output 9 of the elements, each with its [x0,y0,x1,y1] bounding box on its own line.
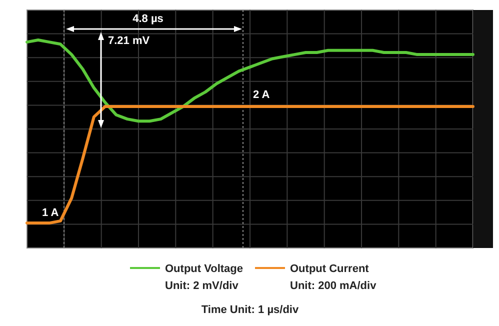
legend-label: Output Voltage [165,263,244,275]
text: 4.8 µs [132,13,164,25]
annotation: 7.21 mV [108,35,150,47]
text: Time Unit: 1 µs/div [201,304,300,316]
text: Unit: 2 mV/div [165,280,240,292]
annotation: 2 A [253,89,270,101]
annotation: 1 A [42,207,59,219]
legend-label: Output Current [290,263,370,275]
text: Unit: 200 mA/div [290,280,378,292]
